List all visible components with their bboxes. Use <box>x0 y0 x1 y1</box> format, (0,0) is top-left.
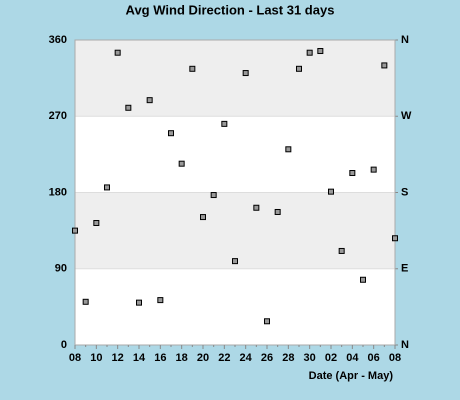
x-tick-label: 16 <box>154 352 166 364</box>
point <box>253 204 260 211</box>
y-tick-label: 180 <box>49 186 67 198</box>
point <box>125 104 132 111</box>
x-tick-label: 12 <box>112 352 124 364</box>
y-tick-label: 360 <box>49 34 67 46</box>
point <box>82 298 89 305</box>
y2-tick-label: N <box>401 34 409 46</box>
x-tick-label: 26 <box>261 352 273 364</box>
point <box>189 65 196 72</box>
y2-tick-label: N <box>401 339 409 351</box>
point <box>285 146 292 153</box>
x-axis-label: Date (Apr - May) <box>309 370 394 382</box>
x-tick-label: 28 <box>282 352 294 364</box>
point <box>328 188 334 195</box>
point <box>360 276 366 283</box>
point <box>104 184 110 191</box>
x-tick-label: 14 <box>133 352 146 364</box>
y-tick-label: 270 <box>49 110 67 122</box>
x-tick-label: 22 <box>218 352 230 364</box>
x-tick-label: 04 <box>346 352 359 364</box>
band <box>75 192 395 269</box>
x-tick-label: 10 <box>90 352 102 364</box>
point <box>114 49 121 56</box>
point <box>370 166 377 173</box>
x-tick-label: 30 <box>304 352 316 364</box>
x-tick-label: 06 <box>368 352 380 364</box>
point <box>200 214 206 221</box>
point <box>93 220 100 226</box>
x-tick-label: 08 <box>69 352 81 364</box>
point <box>264 318 270 325</box>
point <box>392 235 398 242</box>
y2-tick-label: E <box>401 263 408 275</box>
point <box>349 170 356 177</box>
y-tick-label: 90 <box>55 263 67 275</box>
point <box>168 130 174 137</box>
point <box>317 48 324 55</box>
point <box>306 49 313 56</box>
point <box>242 70 249 77</box>
point <box>210 192 217 199</box>
point <box>338 247 345 254</box>
y2-tick-label: S <box>401 186 408 198</box>
x-tick-label: 18 <box>176 352 188 364</box>
band <box>75 40 395 117</box>
x-tick-label: 08 <box>389 352 401 364</box>
y2-tick-label: W <box>401 110 412 122</box>
y-tick-label: 0 <box>61 339 67 351</box>
point <box>274 208 281 215</box>
chart-title: Avg Wind Direction - Last 31 days <box>126 2 335 17</box>
x-tick-label: 02 <box>325 352 337 364</box>
point <box>296 65 302 72</box>
point <box>178 160 185 167</box>
point <box>232 258 238 265</box>
x-tick-label: 24 <box>240 352 253 364</box>
point <box>381 62 388 69</box>
point <box>136 299 142 306</box>
point <box>221 120 228 127</box>
x-tick-label: 20 <box>197 352 209 364</box>
point <box>146 97 153 104</box>
point <box>157 297 164 304</box>
point <box>72 227 78 234</box>
